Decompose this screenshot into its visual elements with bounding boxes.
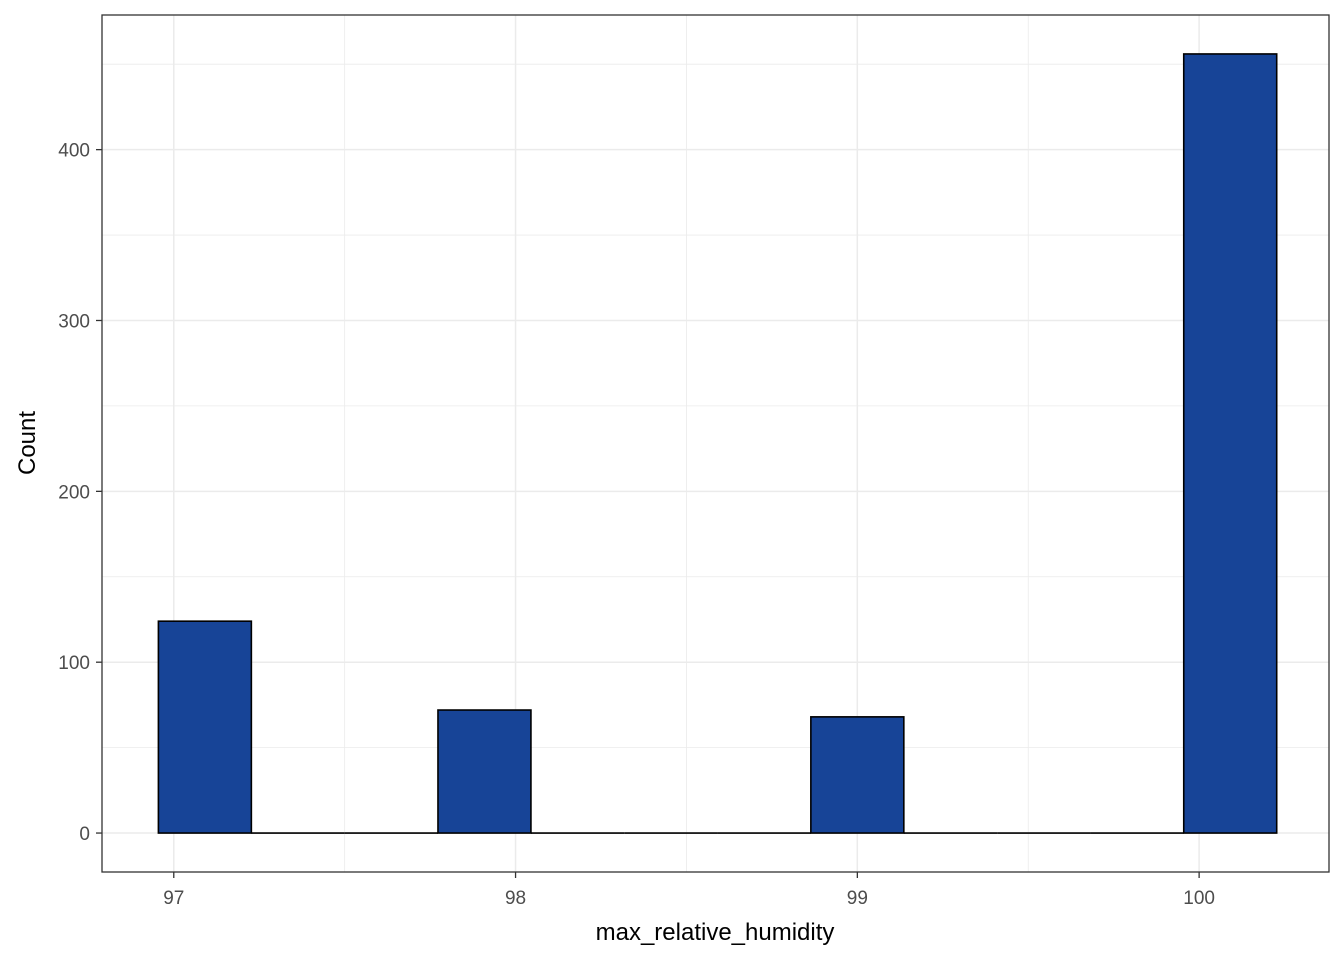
y-tick-label: 0 [79,824,90,845]
x-tick-label: 98 [505,888,526,909]
y-tick-label: 400 [58,141,90,162]
x-axis-title: max_relative_humidity [596,919,835,946]
histogram-bars [157,53,1278,834]
panel-border [101,14,1330,873]
axis-ticks: 97 98 99 100 0 100 200 300 400 [58,141,1215,909]
y-tick-label: 300 [58,311,90,332]
y-axis-title: Count [14,411,41,475]
histogram-bar [437,709,532,834]
y-tick-label: 100 [58,653,90,674]
y-tick-label: 200 [58,482,90,503]
histogram-bar [157,620,253,834]
x-tick-label: 100 [1183,888,1215,909]
histogram-bar [810,716,905,834]
x-tick-label: 99 [847,888,868,909]
histogram-bar [1182,53,1278,834]
x-tick-label: 97 [163,888,184,909]
plot-background [102,15,1329,872]
